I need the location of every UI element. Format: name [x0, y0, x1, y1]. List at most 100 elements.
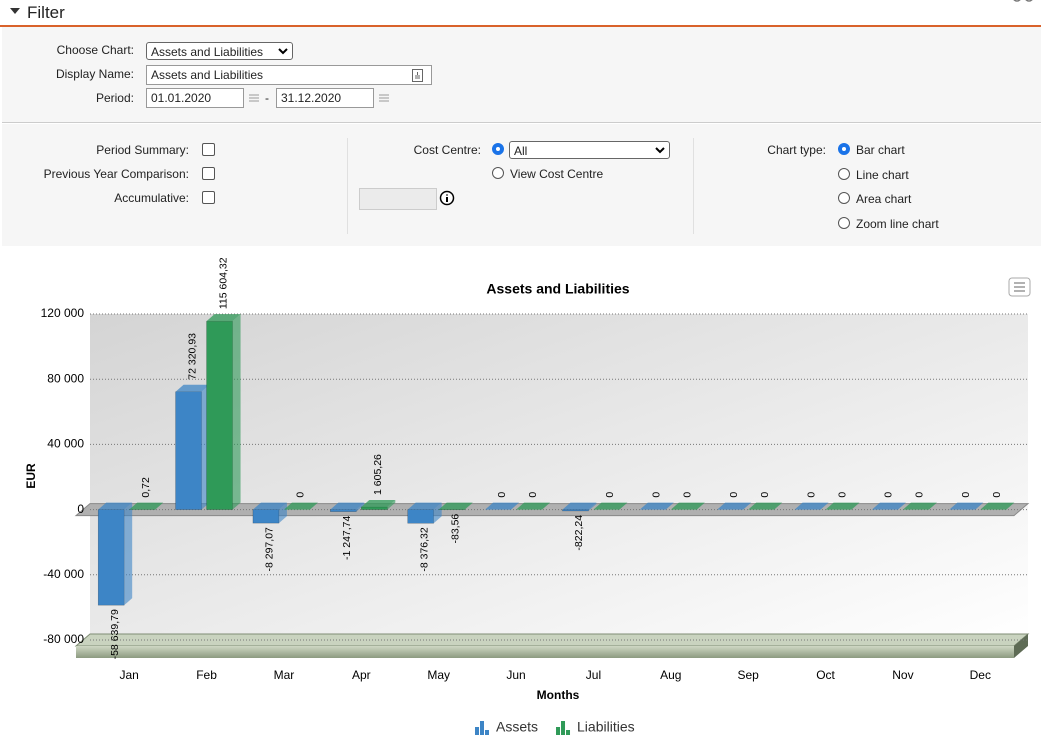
x-tick-label: Oct: [816, 668, 835, 682]
bar-depth: [356, 502, 365, 512]
radio-label: Area chart: [856, 192, 912, 206]
value-label: 0: [496, 492, 508, 498]
bar-depth: [433, 502, 442, 524]
value-label: 0: [527, 492, 539, 498]
value-label: -822,24: [573, 515, 585, 551]
label: Period Summary:: [96, 143, 189, 157]
bar-top: [748, 502, 783, 510]
filter-header[interactable]: Filter: [0, 0, 1041, 27]
value-label: 0: [991, 492, 1003, 498]
bar-top: [206, 314, 241, 322]
bar: [361, 506, 388, 510]
value-label: 0: [759, 492, 771, 498]
bar-top: [670, 502, 705, 510]
bar-top: [871, 502, 906, 510]
divider: [693, 138, 694, 234]
x-tick-label: Jun: [506, 668, 525, 682]
legend-item[interactable]: Liabilities: [556, 719, 635, 735]
value-label: -8 297,07: [264, 527, 276, 572]
radio[interactable]: [838, 143, 850, 155]
legend-icon: [485, 730, 489, 735]
value-label: -1 247,74: [341, 515, 353, 560]
y-tick-label: 0: [77, 502, 84, 516]
period-to-input[interactable]: 31.12.2020: [276, 88, 374, 108]
value-label: 0: [682, 492, 694, 498]
input-value: Assets and Liabilities: [151, 68, 264, 82]
label: Previous Year Comparison:: [43, 167, 189, 181]
period-from-input[interactable]: 01.01.2020: [146, 88, 244, 108]
info-icon[interactable]: [439, 190, 455, 206]
value-label: 0: [883, 492, 895, 498]
cost-centre-select[interactable]: All: [509, 141, 670, 159]
bar-top: [129, 502, 164, 510]
checkbox[interactable]: [202, 191, 215, 204]
bar-top: [902, 502, 937, 510]
value-label: 0: [960, 492, 972, 498]
checkbox[interactable]: [202, 167, 215, 180]
input-value: 01.01.2020: [151, 91, 212, 105]
legend-item[interactable]: Assets: [475, 719, 538, 735]
bar-top: [717, 502, 752, 510]
value-label: 0: [295, 492, 307, 498]
checkbox[interactable]: [202, 143, 215, 156]
bar-top: [485, 502, 520, 510]
bar-depth: [464, 502, 473, 510]
x-tick-label: Jul: [586, 668, 601, 682]
list-icon[interactable]: [379, 94, 389, 102]
bar-top: [562, 502, 597, 510]
bar-top: [794, 502, 829, 510]
label: Chart type:: [767, 143, 826, 157]
bar-top: [639, 502, 674, 510]
chevron: [655, 147, 665, 154]
field-icon[interactable]: [412, 69, 423, 82]
list-icon[interactable]: [249, 94, 259, 102]
value-label: 0: [604, 492, 616, 498]
select-value: Assets and Liabilities: [151, 45, 264, 59]
bar-top: [949, 502, 984, 510]
settings-icon[interactable]: [1010, 0, 1036, 6]
chart: Assets and Liabilities Months EUR -80 00…: [24, 257, 1031, 735]
value-label: 72 320,93: [186, 333, 198, 380]
legend-icon: [561, 721, 566, 735]
label: Cost Centre:: [413, 143, 481, 157]
y-tick-label: -80 000: [43, 632, 84, 646]
label: Period:: [95, 91, 134, 105]
divider: [347, 138, 348, 234]
value-label: -8 376,32: [418, 527, 430, 572]
x-tick-label: Dec: [970, 668, 991, 682]
y-axis-label: EUR: [24, 463, 38, 489]
value-label: 1 605,26: [372, 454, 384, 495]
legend-icon: [480, 721, 484, 735]
input-value: 31.12.2020: [281, 91, 342, 105]
bar-top: [407, 502, 442, 510]
value-label: 0: [651, 492, 663, 498]
x-tick-label: Mar: [274, 668, 295, 682]
floor: [1014, 634, 1028, 658]
legend-label: Liabilities: [577, 719, 635, 735]
x-axis-label: Months: [537, 688, 580, 702]
x-tick-label: May: [427, 668, 450, 682]
radio[interactable]: [838, 216, 850, 229]
radio[interactable]: [838, 167, 850, 180]
radio-label: Bar chart: [856, 143, 905, 157]
bar: [97, 509, 125, 606]
select-value: All: [514, 144, 528, 158]
plot-background: [90, 314, 1028, 640]
radio-selected[interactable]: [492, 143, 504, 155]
radio[interactable]: [492, 167, 504, 179]
value-label: 0,72: [140, 477, 152, 498]
bar-depth: [232, 314, 241, 510]
bar-top: [361, 499, 396, 507]
radio-label: Zoom line chart: [856, 216, 939, 231]
radio[interactable]: [838, 192, 850, 204]
display-name-input[interactable]: Assets and Liabilities: [146, 65, 432, 85]
bar-depth: [588, 502, 597, 511]
choose-chart-select[interactable]: Assets and Liabilities: [146, 42, 293, 60]
value-label: 0: [914, 492, 926, 498]
x-tick-label: Jan: [120, 668, 139, 682]
collapse-icon: [10, 8, 20, 14]
value-label: -83,56: [449, 514, 461, 544]
menu-button[interactable]: [1008, 277, 1031, 297]
bar-top: [252, 502, 287, 510]
